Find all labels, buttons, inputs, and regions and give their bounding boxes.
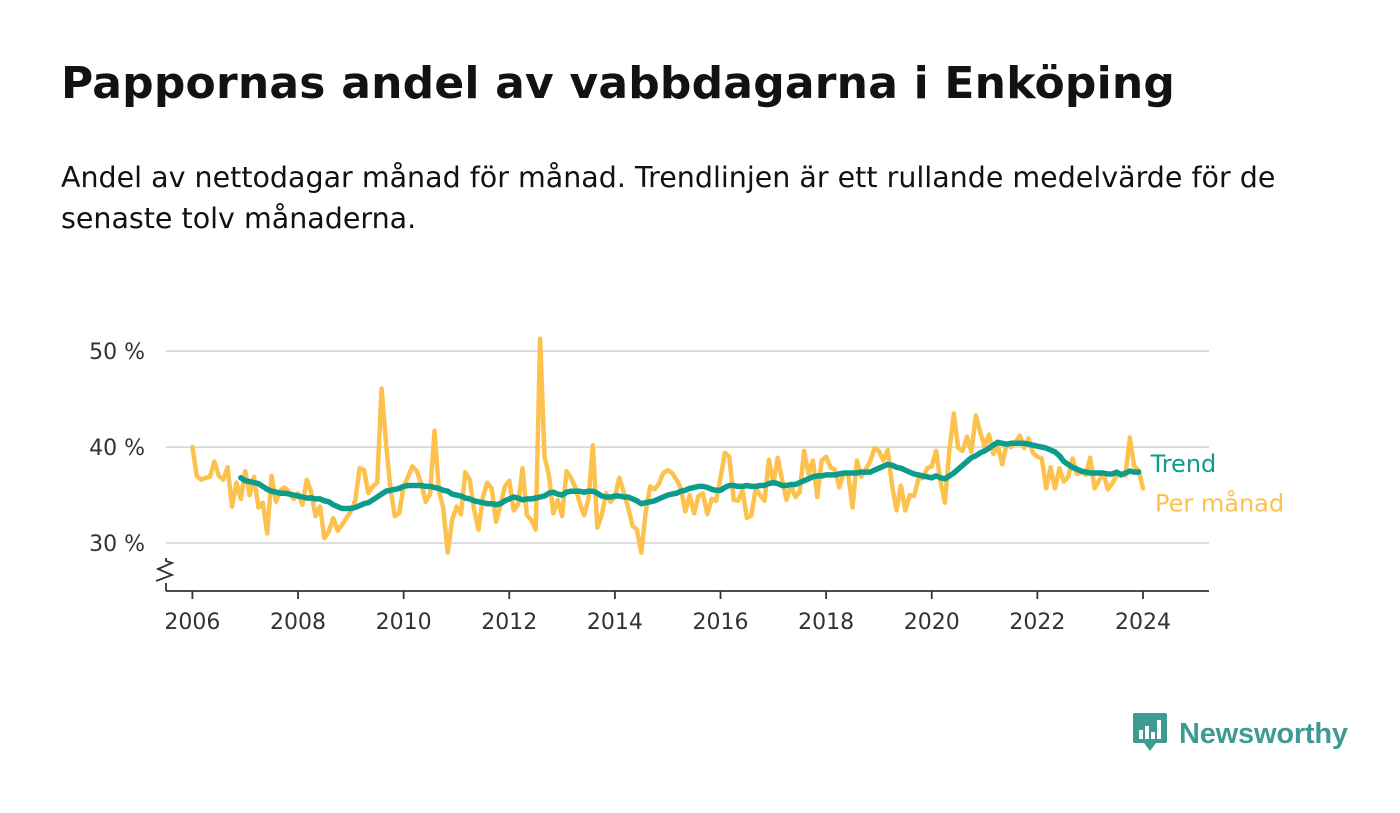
x-axis — [155, 558, 1209, 599]
page-title: Pappornas andel av vabbdagarna i Enköpin… — [61, 58, 1176, 109]
series-lines — [190, 336, 1146, 555]
x-tick-label: 2016 — [693, 610, 749, 635]
x-tick-label: 2006 — [164, 610, 220, 635]
x-tick-label: 2018 — [798, 610, 854, 635]
series-label-trend: Trend — [1150, 450, 1217, 478]
axis-break-icon — [155, 558, 175, 591]
x-tick-label: 2024 — [1115, 610, 1171, 635]
chart-subtitle: Andel av nettodagar månad för månad. Tre… — [61, 161, 1276, 235]
series-per-manad-line — [190, 336, 1146, 555]
newsworthy-logo: Newsworthy — [1132, 711, 1348, 757]
y-tick-label: 50 % — [89, 340, 145, 365]
y-tick-label: 40 % — [89, 436, 145, 461]
y-tick-label: 30 % — [89, 532, 145, 557]
x-tick-label: 2014 — [587, 610, 643, 635]
series-trend-line — [238, 439, 1142, 512]
x-tick-label: 2010 — [376, 610, 432, 635]
x-tick-label: 2008 — [270, 610, 326, 635]
x-tick-label: 2012 — [481, 610, 537, 635]
brand-name: Newsworthy — [1179, 717, 1348, 750]
series-label-per-manad: Per månad — [1155, 488, 1284, 517]
series-labels: Trend Per månad — [1150, 450, 1285, 517]
x-tick-label: 2022 — [1009, 610, 1065, 635]
tick-labels: 30 % 40 % 50 % 2006 2008 2010 2012 2014 2016 2018… — [89, 340, 1171, 635]
x-tick-label: 2020 — [904, 610, 960, 635]
newsworthy-logo-icon — [1132, 711, 1168, 757]
